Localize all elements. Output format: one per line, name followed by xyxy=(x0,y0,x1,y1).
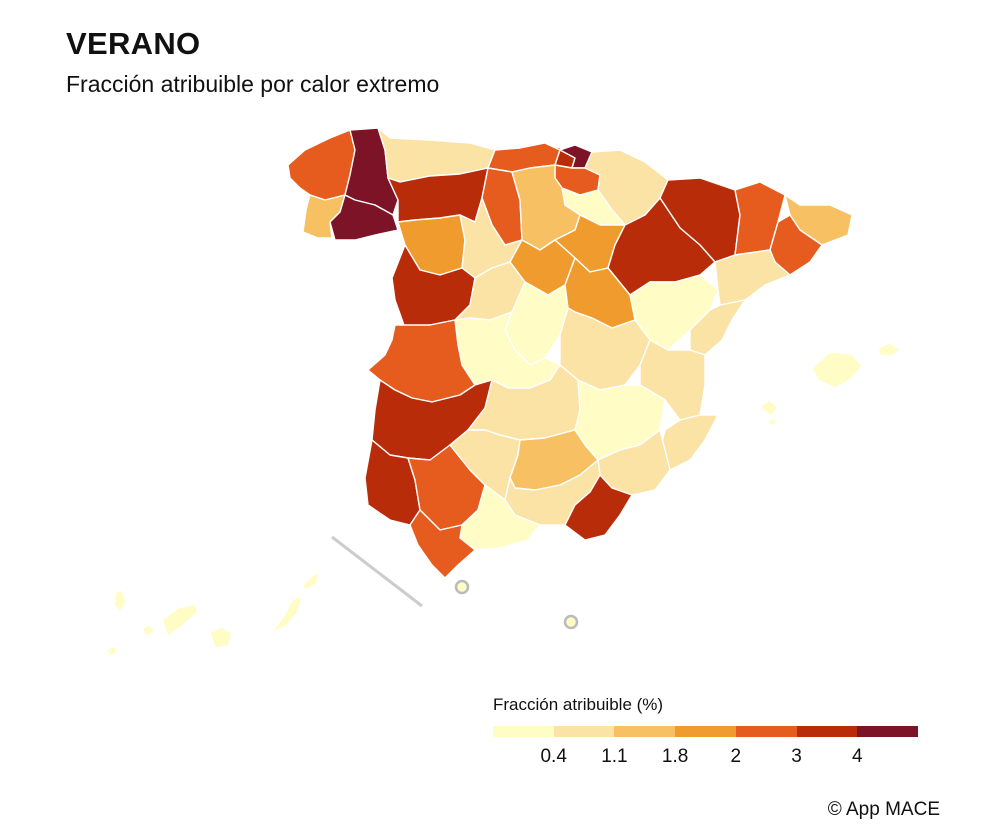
legend-swatch-4 xyxy=(675,726,736,737)
legend-tick-label: 3 xyxy=(791,746,802,767)
province-canarias-gran-canaria xyxy=(209,626,233,649)
legend-swatch-7 xyxy=(857,726,919,737)
province-pontevedra xyxy=(302,194,346,239)
credit-text: © App MACE xyxy=(827,799,940,820)
province-melilla xyxy=(563,614,579,630)
legend-tick-label: 0.4 xyxy=(540,746,567,767)
province-a-coruna xyxy=(287,129,356,201)
province-illes-balears-mallorca xyxy=(811,351,863,389)
legend-swatch-2 xyxy=(553,726,615,737)
province-almeria xyxy=(564,474,633,541)
legend-tick-label: 1.8 xyxy=(661,746,689,767)
legend-swatch-5 xyxy=(735,726,797,737)
province-alicante xyxy=(659,414,719,471)
province-canarias-fuerteventura xyxy=(271,595,303,633)
province-illes-balears-formentera xyxy=(767,417,777,426)
province-canarias-la-palma xyxy=(113,589,127,613)
legend-ticks: 0.4 1.1 1.8 2 3 4 xyxy=(0,746,1000,770)
province-canarias-tenerife xyxy=(161,603,199,637)
province-granada xyxy=(504,459,601,526)
legend-tick-label: 4 xyxy=(851,746,863,767)
province-ceuta xyxy=(454,579,470,595)
legend-color-bar xyxy=(493,726,919,737)
province-canarias-lanzarote xyxy=(301,571,321,591)
province-ourense xyxy=(329,194,399,241)
legend-tick-label: 1.1 xyxy=(601,746,628,767)
page-subtitle: Fracción atribuible por calor extremo xyxy=(66,71,440,97)
legend-swatch-6 xyxy=(796,726,858,737)
province-canarias-el-hierro xyxy=(105,645,119,657)
legend-swatch-3 xyxy=(614,726,676,737)
province-tarragona xyxy=(714,249,791,306)
legend-swatch-1 xyxy=(493,726,554,737)
province-cadiz xyxy=(409,509,476,579)
province-illes-balears-menorca xyxy=(877,342,901,357)
page-title: VERANO xyxy=(66,26,201,61)
province-canarias-la-gomera xyxy=(141,624,156,637)
legend-tick-label: 2 xyxy=(730,746,742,767)
legend-title: Fracción atribuible (%) xyxy=(493,695,664,714)
province-illes-balears-ibiza xyxy=(759,399,779,417)
canarias-separator xyxy=(331,535,423,608)
